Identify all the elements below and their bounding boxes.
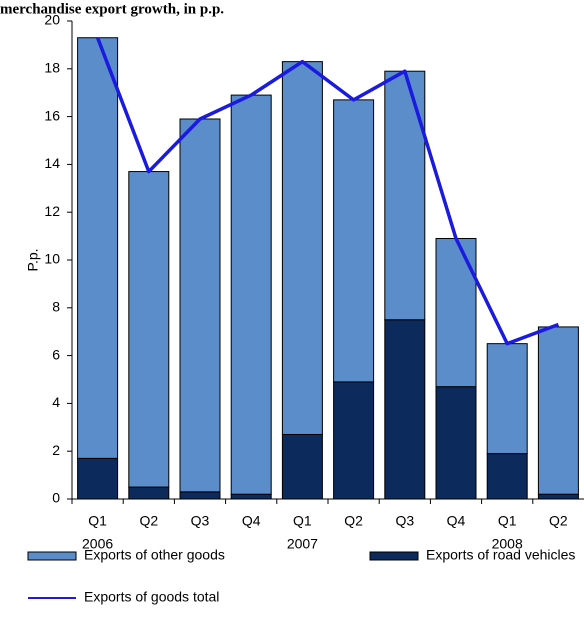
bar-segment (128, 171, 170, 488)
x-tick-label: Q4 (447, 513, 466, 529)
y-tick-label: 12 (44, 203, 60, 219)
bar-segment (486, 343, 528, 455)
bar-segment (333, 99, 375, 383)
bar-segment (128, 486, 170, 500)
y-tick-label: 8 (52, 299, 60, 315)
legend-label: Exports of road vehicles (426, 547, 575, 563)
bar-segment (281, 433, 323, 500)
bar-segment (179, 118, 221, 493)
bar-segment (281, 61, 323, 435)
bar-segment (435, 386, 477, 500)
y-tick-label: 4 (52, 394, 60, 410)
x-tick-label: Q3 (191, 513, 210, 529)
bar-segment (230, 493, 272, 500)
bar-segment (486, 453, 528, 500)
x-group-label: 2008 (492, 536, 523, 552)
legend-swatch (369, 551, 419, 561)
x-tick-label: Q2 (549, 513, 568, 529)
x-group-label: 2006 (82, 536, 113, 552)
bar-segment (77, 457, 119, 500)
y-tick-label: 2 (52, 442, 60, 458)
bar-segment (179, 491, 221, 500)
bar-segment (333, 381, 375, 500)
legend-swatch (27, 551, 77, 561)
y-tick-label: 16 (44, 107, 60, 123)
y-tick-label: 18 (44, 60, 60, 76)
x-tick-label: Q2 (139, 513, 158, 529)
y-tick-label: 6 (52, 346, 60, 362)
chart-title: merchandise export growth, in p.p. (0, 1, 224, 17)
x-tick-label: Q1 (498, 513, 517, 529)
x-tick-label: Q2 (344, 513, 363, 529)
x-tick-label: Q1 (88, 513, 107, 529)
x-group-label: 2007 (287, 536, 318, 552)
legend-label: Exports of goods total (84, 589, 219, 605)
bar-segment (230, 94, 272, 495)
x-tick-label: Q3 (395, 513, 414, 529)
bar-segment (435, 237, 477, 388)
bar-segment (384, 319, 426, 500)
y-axis-label: P.p. (25, 248, 41, 271)
bar-segment (537, 326, 579, 495)
y-tick-label: 20 (44, 12, 60, 28)
bar-segment (77, 37, 119, 459)
line-series (95, 37, 560, 346)
y-tick-label: 0 (52, 490, 60, 506)
x-tick-label: Q1 (293, 513, 312, 529)
y-tick-label: 14 (44, 155, 60, 171)
legend-label: Exports of other goods (84, 547, 225, 563)
y-tick-label: 10 (44, 251, 60, 267)
bar-segment (384, 70, 426, 321)
x-tick-label: Q4 (242, 513, 261, 529)
bar-segment (537, 493, 579, 500)
